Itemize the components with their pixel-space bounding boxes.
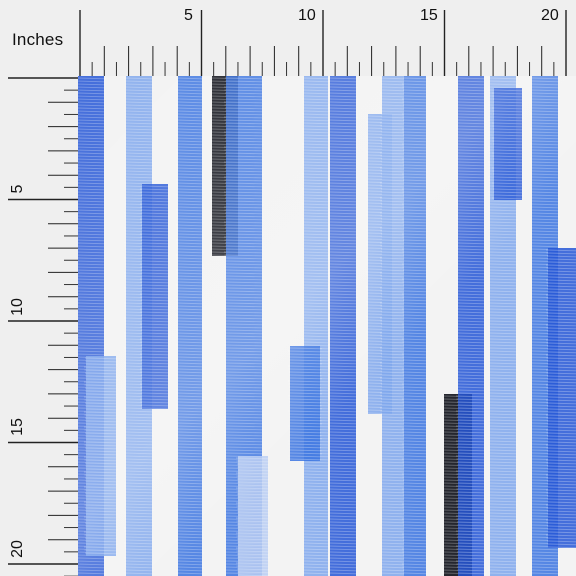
top-ruler-label-10: 10 — [298, 7, 316, 24]
top-ruler-label-5: 5 — [184, 7, 193, 24]
stripe-pattern — [78, 76, 576, 576]
fabric-swatch — [78, 76, 576, 576]
left-ruler-label-5: 5 — [9, 184, 26, 194]
top-ruler: 5 10 15 20 — [78, 0, 576, 76]
left-ruler-label-10: 10 — [9, 298, 26, 316]
top-ruler-ticks — [79, 10, 567, 76]
ruler-corner: Inches — [0, 0, 78, 76]
left-ruler: 5 10 15 20 — [0, 76, 78, 576]
top-ruler-label-15: 15 — [420, 7, 438, 24]
left-ruler-ticks — [8, 77, 78, 576]
left-ruler-label-15: 15 — [9, 418, 26, 436]
fabric-sheen — [78, 76, 576, 576]
units-label: Inches — [12, 30, 64, 49]
top-ruler-label-20: 20 — [541, 7, 559, 24]
left-ruler-label-20: 20 — [9, 540, 26, 558]
